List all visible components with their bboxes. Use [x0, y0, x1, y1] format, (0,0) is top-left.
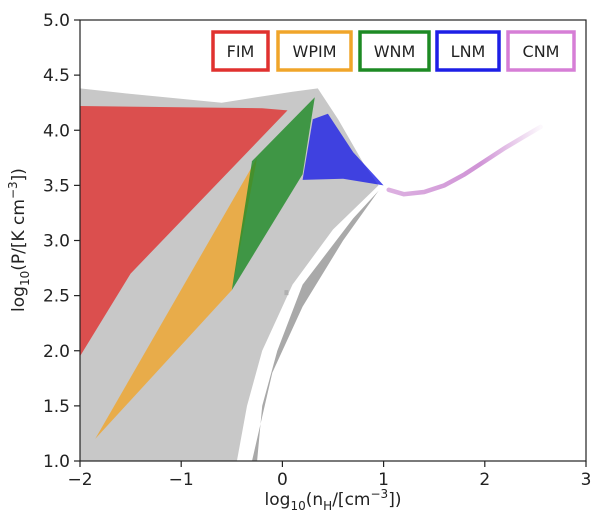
- lnm-legend-label: LNM: [451, 42, 486, 61]
- wpim-region: [95, 157, 258, 439]
- phase-regions: [80, 97, 543, 439]
- y-axis-label: log10(P/[K cm−3]): [6, 168, 32, 312]
- wpim-legend-box: [276, 30, 353, 72]
- fim-legend-box: [211, 30, 270, 72]
- wnm-region: [231, 97, 315, 291]
- x-tick-label: −1: [169, 470, 194, 490]
- y-tick-label: 3.0: [43, 232, 70, 252]
- x-tick-label: 3: [581, 470, 592, 490]
- y-tick-label: 5.0: [43, 11, 70, 31]
- x-tick-label: 0: [277, 470, 288, 490]
- x-axis: −2 −1 0 1 2 3: [67, 461, 591, 490]
- cnm-legend-box: [506, 30, 576, 72]
- cnm-curve: [386, 124, 543, 197]
- cnm-legend-label: CNM: [523, 42, 560, 61]
- y-tick-label: 2.0: [43, 342, 70, 362]
- y-tick-label: 4.0: [43, 121, 70, 141]
- wnm-legend-label: WNM: [374, 42, 416, 61]
- legend: FIM WPIM WNM LNM CNM: [211, 30, 576, 72]
- x-tick-label: −2: [67, 470, 92, 490]
- lnm-legend-box: [435, 30, 501, 72]
- x-axis-label: log10(nH/[cm−3]): [265, 487, 402, 513]
- x-tick-label: 1: [378, 470, 389, 490]
- wpim-legend-label: WPIM: [293, 42, 337, 61]
- y-tick-label: 4.5: [43, 66, 70, 86]
- x-tick-label: 2: [479, 470, 490, 490]
- y-tick-label: 1.0: [43, 452, 70, 472]
- outlier-point: [284, 290, 289, 296]
- fim-region: [80, 106, 288, 357]
- wnm-legend-box: [358, 30, 431, 72]
- y-axis: 1.0 1.5 2.0 2.5 3.0 3.5 4.0 4.5 5.0: [43, 11, 80, 472]
- fim-legend-label: FIM: [227, 42, 255, 61]
- y-tick-label: 2.5: [43, 287, 70, 307]
- lnm-region: [302, 113, 384, 186]
- y-tick-label: 1.5: [43, 397, 70, 417]
- y-tick-label: 3.5: [43, 176, 70, 196]
